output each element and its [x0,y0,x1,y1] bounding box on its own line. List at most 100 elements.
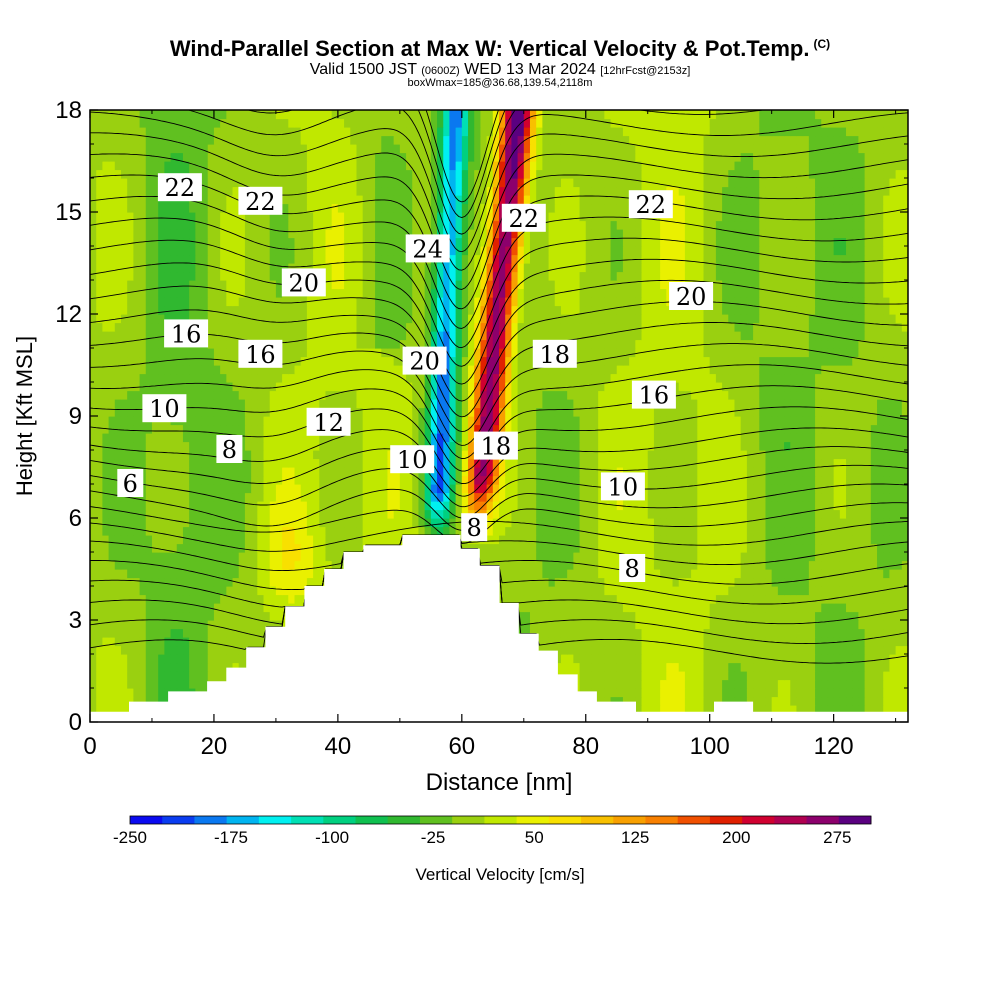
field-cell [796,603,804,613]
field-cell [616,407,624,417]
field-cell [127,535,134,545]
field-cell [294,484,302,494]
field-cell [244,577,252,587]
field-cell [666,509,674,519]
field-cell [282,509,289,519]
field-cell [796,484,804,494]
field-cell [127,696,134,706]
field-cell [114,671,122,681]
field-cell [598,526,605,536]
field-cell [554,526,562,536]
field-cell [282,518,289,528]
field-cell [684,441,692,451]
field-cell [133,560,141,570]
field-cell [672,654,680,664]
field-cell [244,467,252,477]
field-cell [691,492,698,502]
field-cell [108,458,116,468]
field-cell [567,560,574,570]
field-cell [90,458,97,468]
field-cell [220,535,227,545]
field-cell [189,467,196,477]
field-cell [728,586,736,596]
field-cell [560,645,568,655]
field-cell [102,620,110,630]
field-cell [393,424,401,434]
field-cell [784,705,791,715]
field-cell [672,535,680,545]
field-cell [784,484,791,494]
field-cell [201,679,209,689]
field-cell [753,552,760,562]
field-cell [827,416,835,426]
field-cell [864,501,872,511]
field-cell [114,577,122,587]
field-cell [616,416,624,426]
field-cell [833,671,841,681]
field-cell [815,569,822,579]
field-cell [585,552,593,562]
field-cell [777,535,785,545]
field-cell [536,467,543,477]
field-cell [697,399,705,409]
field-cell [257,526,265,536]
field-cell [877,628,884,638]
field-cell [821,424,829,434]
field-cell [486,458,494,468]
field-cell [746,509,754,519]
field-cell [889,450,897,460]
field-cell [573,586,581,596]
field-cell [641,526,649,536]
field-cell [678,518,686,528]
field-cell [275,450,283,460]
field-cell [635,611,643,621]
field-cell [827,637,835,647]
field-cell [114,705,122,715]
field-cell [771,416,779,426]
field-cell [96,560,103,570]
field-cell [660,518,667,528]
field-cell [802,433,810,443]
field-cell [257,611,265,621]
field-cell [833,603,841,613]
field-cell [629,637,636,647]
field-cell [641,433,649,443]
field-cell [622,577,630,587]
field-cell [815,535,822,545]
field-cell [765,458,773,468]
field-cell [567,450,574,460]
field-cell [189,407,196,417]
field-cell [325,441,333,451]
field-cell [895,569,903,579]
field-cell [127,637,134,647]
field-cell [145,501,153,511]
field-cell [337,518,345,528]
field-cell [846,705,853,715]
field-cell [201,543,209,553]
field-cell [306,492,314,502]
field-cell [269,594,277,604]
field-cell [691,458,698,468]
field-cell [740,424,748,434]
field-cell [430,450,438,460]
field-cell [703,433,711,443]
field-cell [536,441,543,451]
field-cell [542,509,550,519]
field-cell [771,637,779,647]
field-cell [653,509,661,519]
field-cell [877,501,884,511]
field-cell [182,594,190,604]
field-cell [672,458,680,468]
field-cell [251,492,258,502]
field-cell [573,433,581,443]
field-cell [517,407,525,417]
field-cell [697,560,705,570]
field-cell [722,594,729,604]
field-cell [629,679,636,689]
field-cell [796,526,804,536]
field-cell [827,509,835,519]
field-cell [703,560,711,570]
field-cell [523,543,531,553]
field-cell [852,407,860,417]
field-cell [232,518,240,528]
